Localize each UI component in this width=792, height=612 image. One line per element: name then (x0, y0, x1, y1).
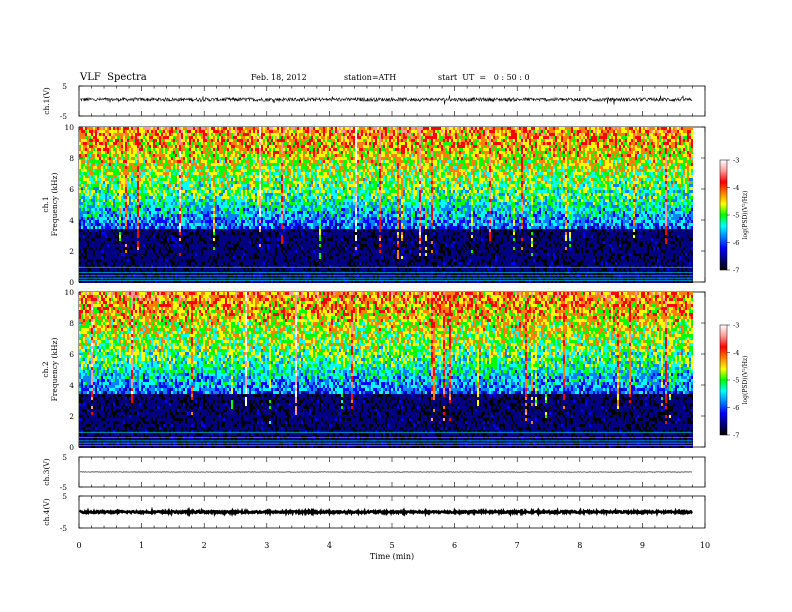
x-tick-label: 10 (700, 541, 710, 550)
ch2-spectrogram-cells (79, 292, 693, 448)
x-tick-label: 1 (139, 541, 144, 550)
ch1-colorbar-tick-label: -7 (733, 267, 739, 275)
ch1-colorbar-tick-label: -6 (733, 239, 739, 247)
ch2-freq-ytick-label: 6 (69, 350, 74, 359)
ch1-spectrogram-cells (79, 127, 693, 283)
ch1-freq-ytick-label: 6 (69, 185, 74, 194)
ch2-freq-ytick-label: 8 (69, 319, 74, 328)
x-tick-label: 9 (640, 541, 645, 550)
ch2-colorbar-tick-label: -3 (733, 322, 739, 330)
ch1-ylabel: ch.1(V) (42, 87, 51, 115)
ch2-colorbar (720, 325, 727, 435)
ch2-colorbar-tick-label: -6 (733, 404, 739, 412)
x-tick-label: 5 (389, 541, 394, 550)
ch4-ytick-label: -5 (60, 524, 68, 533)
ch4-ytick-label: 5 (62, 492, 67, 501)
x-tick-label: 2 (202, 541, 207, 550)
ch1-freq-ytick-label: 0 (69, 278, 74, 287)
ch1-colorbar-tick-label: -4 (733, 184, 739, 192)
ch1-freq-ytick-label: 2 (69, 247, 74, 256)
x-tick-label: 4 (327, 541, 332, 550)
ch1-colorbar-tick-label: -3 (733, 157, 739, 165)
ch1-waveform-line (80, 95, 692, 104)
vlf-spectra-figure: 5-5ch.1(V)0246810ch.1 Frequency (kHz)-3-4… (0, 0, 792, 612)
ch2-freq-ytick-label: 0 (69, 443, 74, 452)
ch1-freq-ytick-label: 8 (69, 154, 74, 163)
ch2-freq-ytick-label: 10 (64, 288, 74, 297)
ch4-ylabel: ch.4(V) (42, 498, 51, 526)
ch1-freq-ytick-label: 10 (64, 123, 74, 132)
ch1-colorbar (720, 160, 727, 270)
ch2-colorbar-tick-label: -7 (733, 432, 739, 440)
ch2-freq-ytick-label: 2 (69, 412, 74, 421)
ch1-ylabel-channel: ch.1 (41, 196, 50, 212)
ch3-ylabel: ch.3(V) (42, 458, 51, 486)
ch1-colorbar-tick-label: -5 (733, 212, 739, 220)
ch1-colorbar-label: log(PSD)(V²/Hz) (742, 191, 749, 240)
ch1-ytick-label: -5 (60, 112, 68, 121)
ch2-ylabel-frequency: Frequency (kHz) (50, 338, 59, 402)
ch2-ylabel-channel: ch.2 (41, 361, 50, 377)
x-axis-label: Time (min) (370, 552, 414, 561)
ch1-ytick-label: 5 (62, 82, 67, 91)
x-tick-label: 3 (264, 541, 269, 550)
x-tick-label: 8 (577, 541, 582, 550)
ch4-waveform-line (80, 511, 692, 513)
x-tick-label: 7 (515, 541, 520, 550)
ch2-colorbar-tick-label: -5 (733, 377, 739, 385)
ch2-freq-ytick-label: 4 (69, 381, 74, 390)
ch2-colorbar-tick-label: -4 (733, 349, 739, 357)
ch3-ytick-label: -5 (60, 483, 68, 492)
ch2-colorbar-label: log(PSD)(V²/Hz) (742, 356, 749, 405)
ch1-freq-ytick-label: 4 (69, 216, 74, 225)
x-tick-label: 6 (452, 541, 457, 550)
x-tick-label: 0 (76, 541, 81, 550)
ch1-ylabel-frequency: Frequency (kHz) (50, 173, 59, 237)
ch3-ytick-label: 5 (62, 453, 67, 462)
